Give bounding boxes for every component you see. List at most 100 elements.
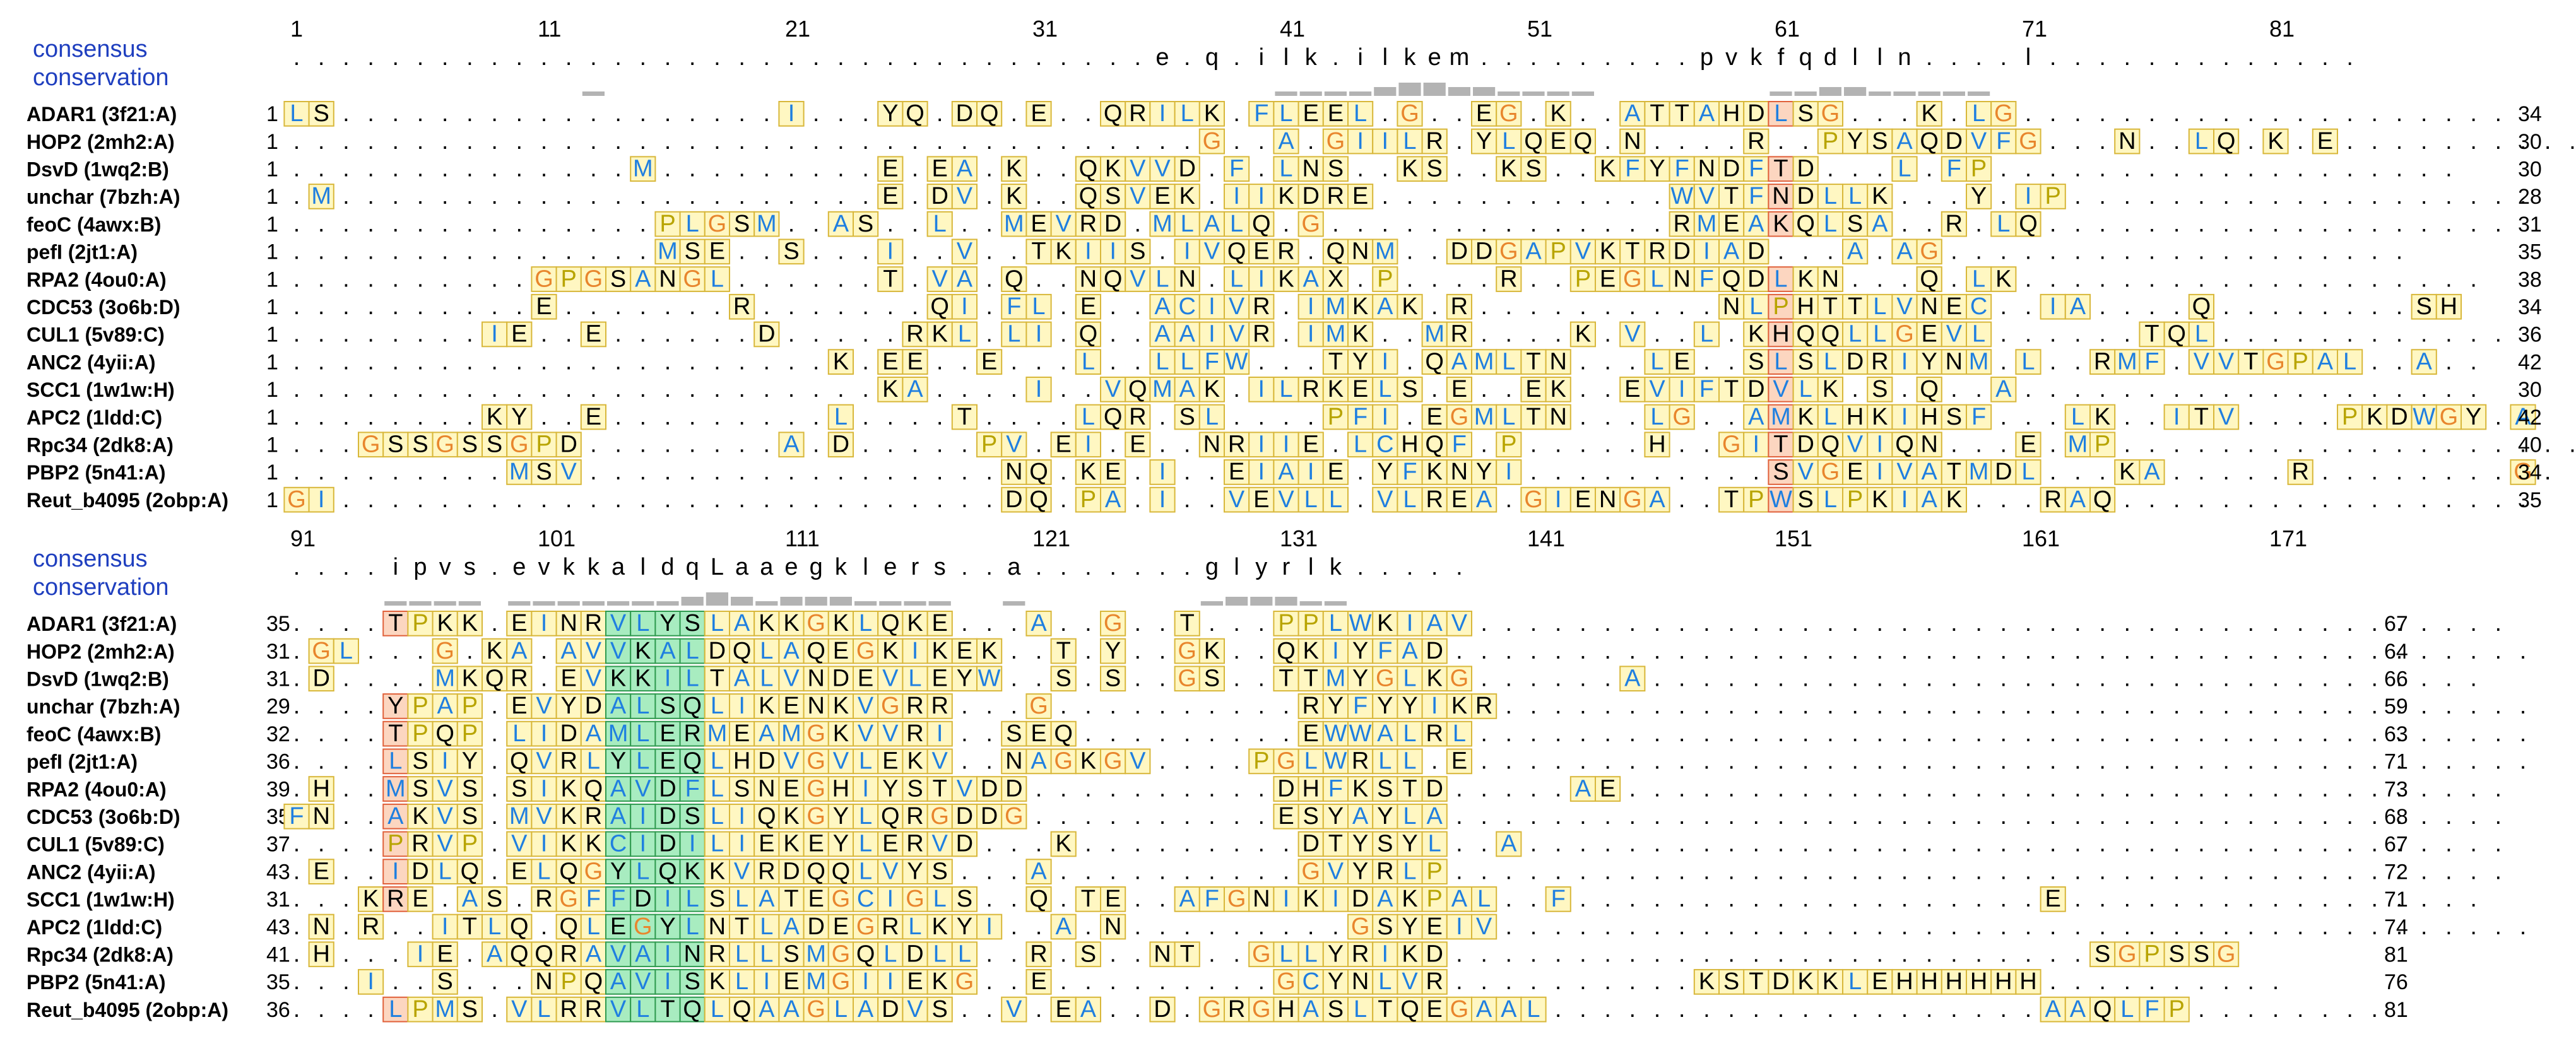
residue: S xyxy=(685,610,700,637)
gap-dot: . xyxy=(1975,238,1982,265)
residue: A xyxy=(1896,238,1913,265)
consensus-char: . xyxy=(590,44,597,71)
residue: I xyxy=(367,968,374,995)
gap-dot: . xyxy=(442,211,449,237)
gap-dot: . xyxy=(1975,913,1982,940)
consensus-char: . xyxy=(293,554,300,580)
gap-dot: . xyxy=(1233,748,1240,775)
residue: E xyxy=(1105,886,1121,912)
gap-dot: . xyxy=(1530,913,1537,940)
gap-dot: . xyxy=(1703,886,1710,912)
residue: W xyxy=(1226,348,1248,375)
gap-dot: . xyxy=(2000,404,2007,430)
gap-dot: . xyxy=(1308,238,1315,265)
gap-dot: . xyxy=(2470,128,2477,155)
residue: E xyxy=(610,913,626,940)
gap-dot: . xyxy=(2396,155,2403,182)
residue: R xyxy=(906,803,923,830)
gap-dot: . xyxy=(986,155,993,182)
residue: A xyxy=(635,941,651,967)
gap-dot: . xyxy=(2445,775,2452,802)
gap-dot: . xyxy=(2099,638,2106,664)
gap-dot: . xyxy=(615,321,622,348)
residue: V xyxy=(437,803,454,830)
gap-dot: . xyxy=(2445,459,2452,485)
residue: F xyxy=(1996,128,2011,155)
residue: Y xyxy=(1402,831,1417,857)
residue: P xyxy=(1080,486,1096,513)
residue: I xyxy=(2025,183,2032,209)
gap-dot: . xyxy=(2173,211,2180,237)
gap-dot: . xyxy=(2470,913,2477,940)
residue: N xyxy=(1772,183,1789,209)
gap-dot: . xyxy=(1703,803,1710,830)
gap-dot: . xyxy=(1852,665,1858,691)
gap-dot: . xyxy=(442,459,449,485)
gap-dot: . xyxy=(2445,211,2452,237)
residue: A xyxy=(2317,348,2334,375)
residue: R xyxy=(1871,348,1888,375)
residue: H xyxy=(832,775,849,802)
gap-dot: . xyxy=(887,293,894,320)
residue-box xyxy=(1966,128,1992,155)
residue: D xyxy=(1747,266,1764,292)
sequence-row: Reut_b4095 (2obp:A) 36.... L P M S. V L R R V L T Q L Q… xyxy=(27,996,2408,1023)
gap-dot: . xyxy=(1506,913,1513,940)
gap-dot: . xyxy=(2025,266,2032,292)
residue: Q xyxy=(461,858,480,884)
gap-dot: . xyxy=(1555,610,1562,637)
gap-dot: . xyxy=(1258,348,1265,375)
residue: K xyxy=(1798,968,1814,995)
residue: I xyxy=(1159,486,1166,513)
gap-dot: . xyxy=(2248,693,2255,719)
gap-dot: . xyxy=(2322,996,2329,1023)
gap-dot: . xyxy=(1555,693,1562,719)
residue: S xyxy=(487,431,502,457)
gap-dot: . xyxy=(813,486,820,513)
sequence-name: PBP2 (5n41:A) xyxy=(27,461,166,484)
gap-dot: . xyxy=(1951,610,1958,637)
gap-dot: . xyxy=(2372,638,2378,664)
gap-dot: . xyxy=(1530,748,1537,775)
gap-dot: . xyxy=(813,183,820,209)
residue: L xyxy=(1403,665,1416,691)
consensus-char: l xyxy=(1284,44,1289,71)
gap-dot: . xyxy=(2099,211,2106,237)
gap-dot: . xyxy=(491,238,498,265)
gap-dot: . xyxy=(541,155,548,182)
residue: Q xyxy=(510,913,529,940)
residue: A xyxy=(1303,266,1320,292)
gap-dot: . xyxy=(813,238,820,265)
gap-dot: . xyxy=(2248,665,2255,691)
residue: K xyxy=(487,638,502,664)
gap-dot: . xyxy=(1926,211,1933,237)
residue: H xyxy=(733,748,750,775)
gap-dot: . xyxy=(1456,128,1463,155)
consensus-char: p xyxy=(413,554,427,580)
gap-dot: . xyxy=(1011,638,1018,664)
residue: I xyxy=(1332,638,1339,664)
gap-dot: . xyxy=(2495,486,2502,513)
residue: L xyxy=(1972,321,1985,348)
residue: L xyxy=(958,321,971,348)
gap-dot: . xyxy=(343,775,350,802)
gap-dot: . xyxy=(2173,775,2180,802)
residue: G xyxy=(1277,748,1296,775)
consensus-char: . xyxy=(764,44,771,71)
gap-dot: . xyxy=(2495,459,2502,485)
gap-dot: . xyxy=(1530,831,1537,857)
gap-dot: . xyxy=(1233,100,1240,127)
sequence-end: 63 xyxy=(2384,722,2408,746)
gap-dot: . xyxy=(714,100,721,127)
gap-dot: . xyxy=(2372,431,2378,457)
gap-dot: . xyxy=(887,321,894,348)
conservation-bar xyxy=(656,601,679,606)
residue: K xyxy=(759,610,774,637)
residue: T xyxy=(1031,238,1046,265)
gap-dot: . xyxy=(1456,266,1463,292)
gap-dot: . xyxy=(1555,775,1562,802)
gap-dot: . xyxy=(788,211,795,237)
gap-dot: . xyxy=(2000,886,2007,912)
gap-dot: . xyxy=(2445,348,2452,375)
gap-dot: . xyxy=(2495,183,2502,209)
